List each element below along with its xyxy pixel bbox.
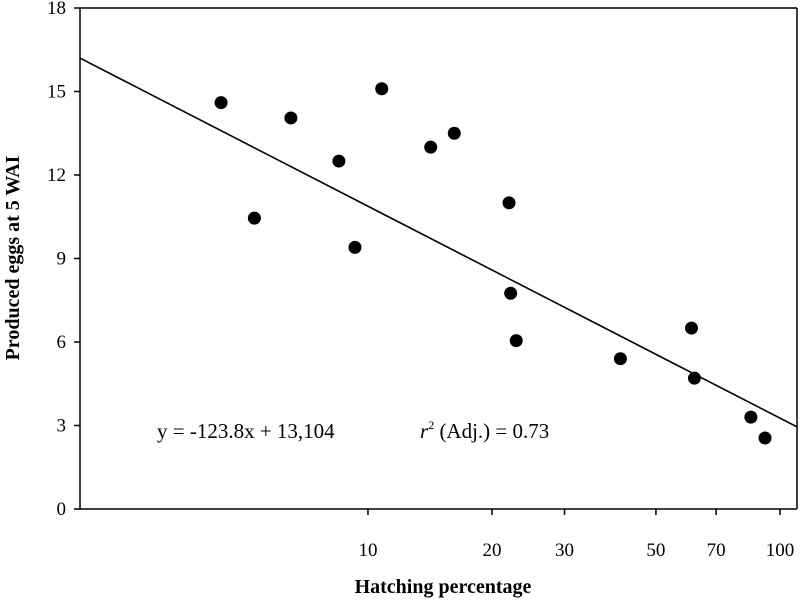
r-squared-annotation: r2 (Adj.) = 0.73: [420, 418, 549, 443]
r-symbol: r: [420, 419, 429, 443]
x-tick-label-100: 100: [766, 540, 795, 561]
regression-line-group: [79, 57, 798, 428]
x-tick-label-30: 30: [555, 540, 574, 561]
x-ticks: 10 20 30 50 70 100: [358, 509, 794, 561]
data-point-7: [424, 140, 438, 154]
data-point-14: [687, 371, 701, 385]
y-ticks: 0 3 6 9 12 15 18: [47, 0, 80, 520]
x-tick-label-10: 10: [358, 540, 377, 561]
y-tick-label-3: 3: [57, 416, 67, 437]
x-axis-title: Hatching percentage: [355, 576, 532, 598]
data-point-15: [744, 410, 758, 424]
data-point-9: [502, 196, 516, 210]
regression-line: [79, 57, 798, 428]
y-tick-label-0: 0: [57, 499, 67, 520]
x-tick-label-70: 70: [707, 540, 726, 561]
x-tick-label-20: 20: [482, 540, 501, 561]
x-tick-label-50: 50: [646, 540, 665, 561]
data-point-1: [214, 96, 228, 110]
data-point-4: [332, 154, 346, 168]
y-tick-label-9: 9: [57, 249, 67, 270]
r-exponent: 2: [428, 418, 434, 432]
data-point-16: [758, 431, 772, 445]
y-tick-label-6: 6: [57, 332, 67, 353]
data-point-13: [685, 321, 699, 335]
y-tick-label-18: 18: [47, 0, 66, 19]
data-point-3: [284, 111, 298, 125]
data-point-5: [348, 240, 362, 254]
data-point-8: [447, 126, 461, 140]
data-point-11: [509, 334, 523, 348]
data-point-6: [375, 82, 389, 96]
y-axis-title: Produced eggs at 5 WAI: [2, 155, 24, 360]
data-point-12: [613, 352, 627, 366]
data-point-10: [504, 286, 518, 300]
r-suffix: (Adj.) = 0.73: [434, 419, 549, 443]
equation-annotation: y = -123.8x + 13,104: [157, 419, 335, 443]
y-tick-label-12: 12: [47, 165, 66, 186]
data-point-2: [247, 211, 261, 225]
y-tick-label-15: 15: [47, 82, 66, 103]
data-points: [214, 82, 772, 445]
